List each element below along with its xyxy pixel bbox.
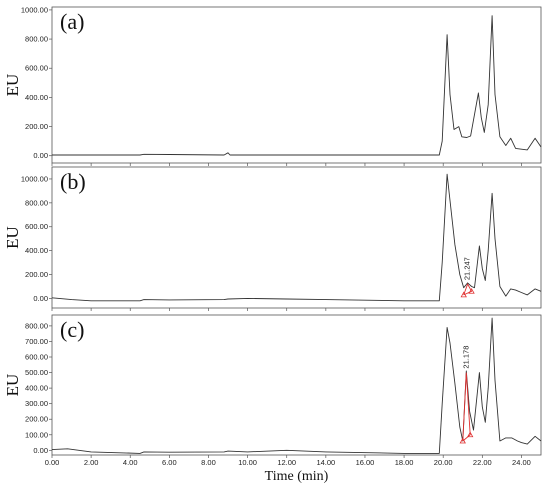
x-tick-label: 4.00	[123, 458, 138, 467]
x-tick-label: 24.00	[512, 458, 531, 467]
panel-frame-1	[51, 166, 542, 309]
chromatogram-trace	[51, 317, 542, 454]
y-tick-label: 200.00	[25, 270, 48, 279]
y-tick-label: 600.00	[25, 353, 48, 362]
chromatogram-trace	[51, 173, 542, 302]
y-tick-label: 1000.00	[21, 5, 48, 14]
y-axis-label: EU	[3, 226, 22, 249]
y-tick-label: 1000.00	[21, 174, 48, 183]
y-tick-label: 200.00	[25, 122, 48, 131]
panel-frame-0	[51, 6, 542, 164]
y-tick-label: 800.00	[25, 198, 48, 207]
x-tick-label: 20.00	[434, 458, 453, 467]
x-tick-label: 22.00	[473, 458, 492, 467]
chromatogram-trace	[52, 15, 542, 156]
y-axis-label: EU	[3, 74, 22, 97]
y-tick-label: 800.00	[25, 35, 48, 44]
y-tick-label: 500.00	[25, 368, 48, 377]
y-tick-label: 0.00	[33, 151, 48, 160]
peak-retention-label: 21.178	[461, 346, 470, 369]
peak-retention-label: 21.247	[463, 257, 472, 280]
y-tick-label: 700.00	[25, 337, 48, 346]
x-axis-label: Time (min)	[265, 469, 329, 484]
peak-marker	[459, 437, 466, 444]
integrated-peak-outline	[463, 283, 473, 296]
x-tick-label: 8.00	[201, 458, 216, 467]
y-tick-label: 200.00	[25, 415, 48, 424]
x-tick-label: 0.00	[45, 458, 60, 467]
panel-frame-2	[51, 314, 542, 456]
y-tick-label: 0.00	[33, 446, 48, 455]
x-tick-label: 10.00	[238, 458, 257, 467]
x-tick-label: 12.00	[277, 458, 296, 467]
y-tick-label: 400.00	[25, 384, 48, 393]
panel-label: (c)	[60, 317, 84, 342]
y-tick-label: 600.00	[25, 222, 48, 231]
peak-marker	[468, 287, 475, 294]
x-tick-label: 2.00	[84, 458, 99, 467]
y-tick-label: 300.00	[25, 399, 48, 408]
y-tick-label: 800.00	[25, 321, 48, 330]
x-tick-label: 18.00	[395, 458, 414, 467]
panel-label: (a)	[60, 9, 84, 34]
integrated-peak-outline	[462, 372, 471, 442]
panel-label: (b)	[60, 169, 86, 194]
y-axis-label: EU	[3, 374, 22, 397]
peak-marker	[467, 431, 474, 438]
y-tick-label: 0.00	[33, 294, 48, 303]
peak-marker	[460, 291, 467, 298]
y-tick-label: 100.00	[25, 430, 48, 439]
x-tick-label: 14.00	[316, 458, 335, 467]
y-tick-label: 600.00	[25, 64, 48, 73]
y-tick-label: 400.00	[25, 246, 48, 255]
x-tick-label: 6.00	[162, 458, 177, 467]
y-tick-label: 400.00	[25, 93, 48, 102]
x-tick-label: 16.00	[356, 458, 375, 467]
